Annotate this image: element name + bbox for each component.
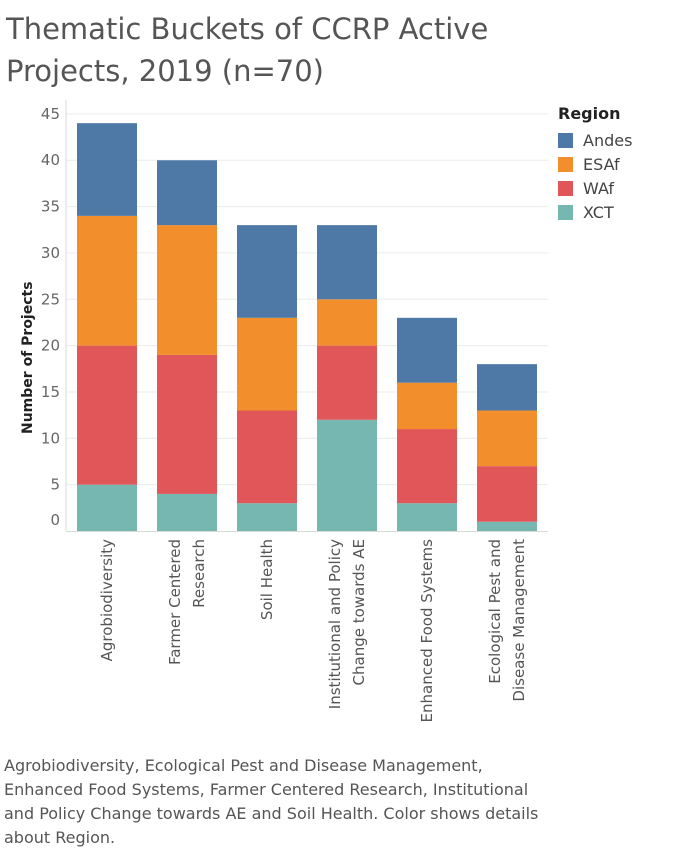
x-category-label-line: Institutional and Policy	[326, 539, 344, 709]
legend-swatch-waf	[558, 180, 573, 196]
bar-segment-xct	[77, 484, 137, 531]
bar-segment-xct	[397, 503, 457, 531]
x-category-label-line: Change towards AE	[350, 539, 368, 685]
legend-swatch-esaf	[558, 156, 573, 172]
bar-segment-esaf	[477, 410, 537, 467]
x-category-label: Soil Health	[258, 539, 276, 620]
x-category-label: Agrobiodiversity	[98, 539, 116, 661]
x-category-label-line: Soil Health	[258, 539, 276, 620]
x-category-label: Enhanced Food Systems	[418, 539, 436, 723]
bar-segment-esaf	[237, 317, 297, 411]
bar-segment-xct	[477, 521, 537, 531]
bar-segment-waf	[397, 429, 457, 504]
y-tick-label: 35	[41, 198, 60, 216]
legend-item-esaf[interactable]: ESAf	[558, 152, 632, 176]
x-category-label-line: Farmer Centered	[166, 539, 184, 665]
legend-item-waf[interactable]: WAf	[558, 176, 632, 200]
bar-segment-waf	[237, 410, 297, 504]
chart-title: Thematic Buckets of CCRP Active Projects…	[6, 8, 566, 92]
x-category-label: Institutional and Policy Change towards A…	[326, 539, 368, 709]
bar-segment-xct	[317, 419, 377, 531]
legend-label-andes: Andes	[583, 130, 633, 150]
legend-label-xct: XCT	[583, 202, 614, 222]
x-category-label-line: Agrobiodiversity	[98, 539, 116, 661]
x-category-label: Farmer Centered Research	[166, 539, 208, 665]
chart-title-line-1: Thematic Buckets of CCRP Active	[6, 12, 489, 46]
x-category-label: Ecological Pest and Disease Management	[486, 539, 528, 702]
bar-segment-xct	[237, 503, 297, 531]
y-tick-label: 40	[41, 151, 60, 169]
stacked-bar-chart: 0 5 10 15 20 25 30 35 40 45 Agrobiodiversity Farmer…	[41, 100, 548, 723]
bar-segment-andes	[397, 317, 457, 383]
x-category-label-line: Disease Management	[510, 539, 528, 702]
bar-segment-waf	[157, 354, 217, 494]
bar-segment-andes	[237, 225, 297, 318]
legend-swatch-andes	[558, 132, 573, 148]
y-tick-label: 45	[41, 105, 60, 123]
chart-title-line-2: Projects, 2019 (n=70)	[6, 54, 324, 88]
x-category-label-line: Ecological Pest and	[486, 539, 504, 684]
legend-item-andes[interactable]: Andes	[558, 128, 632, 152]
bar-segment-waf	[317, 345, 377, 420]
y-tick-label: 15	[41, 383, 60, 401]
bar-segment-waf	[77, 345, 137, 485]
bar-segment-andes	[317, 225, 377, 300]
bar-segment-andes	[477, 364, 537, 411]
y-tick-label: 0	[50, 511, 60, 529]
bar-segment-waf	[477, 466, 537, 522]
bar-segment-xct	[157, 493, 217, 531]
legend-item-xct[interactable]: XCT	[558, 200, 632, 224]
y-tick-label: 10	[41, 429, 60, 447]
bar-segment-esaf	[317, 299, 377, 346]
legend-label-esaf: ESAf	[583, 154, 620, 174]
bar-segment-andes	[157, 160, 217, 226]
bar-segment-esaf	[397, 382, 457, 430]
y-tick-label: 20	[41, 337, 60, 355]
y-tick-label: 5	[50, 476, 60, 494]
x-category-label-line: Enhanced Food Systems	[418, 539, 436, 723]
chart-caption: Agrobiodiversity, Ecological Pest and Di…	[4, 756, 539, 847]
legend: Region Andes ESAf WAf XCT	[558, 104, 632, 224]
bar-segment-esaf	[77, 215, 137, 346]
bar-segment-andes	[77, 123, 137, 216]
bar-segment-esaf	[157, 225, 217, 355]
y-tick-label: 25	[41, 290, 60, 308]
legend-swatch-xct	[558, 204, 573, 220]
legend-title: Region	[558, 104, 621, 123]
legend-label-waf: WAf	[583, 178, 614, 198]
x-category-label-line: Research	[190, 539, 208, 608]
y-tick-label: 30	[41, 244, 60, 262]
